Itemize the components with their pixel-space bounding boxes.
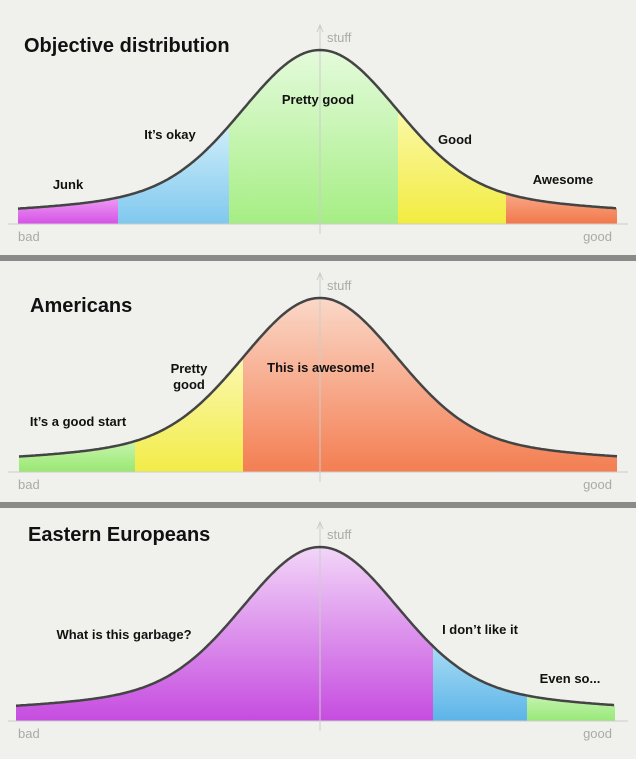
panel: stuff bad good Americans It’s a good start Pr…	[8, 271, 628, 492]
separator	[0, 502, 636, 508]
region-label: It’s okay	[144, 127, 196, 142]
curve-region	[118, 125, 229, 224]
axis-label-up: stuff	[327, 30, 352, 45]
curve-region	[16, 547, 433, 721]
region-label: I don’t like it	[442, 622, 519, 637]
curve-region	[135, 357, 243, 472]
panel-title: Eastern Europeans	[28, 524, 210, 546]
region-label: Pretty	[171, 361, 209, 376]
panel-title: Americans	[30, 295, 132, 317]
panel: stuff bad good Objective distribution Junk It…	[8, 23, 628, 244]
region-label: Junk	[53, 177, 84, 192]
axis-label-high: good	[583, 229, 612, 244]
bell-curve	[15, 545, 615, 707]
axis-arrow	[316, 23, 324, 33]
region-label: Awesome	[533, 172, 593, 187]
bell-curve	[18, 296, 618, 458]
bell-curve	[17, 48, 617, 210]
curve-region	[229, 50, 398, 224]
region-label: good	[173, 377, 205, 392]
panel: stuff bad good Eastern Europeans What is thi…	[8, 520, 628, 741]
axis-arrow	[316, 271, 324, 281]
curve-region	[243, 298, 617, 472]
separator	[0, 255, 636, 261]
axis-label-high: good	[583, 726, 612, 741]
axis-label-up: stuff	[327, 527, 352, 542]
axis-label-low: bad	[18, 726, 40, 741]
panel-title: Objective distribution	[24, 35, 230, 57]
region-label: Pretty good	[282, 92, 354, 107]
curve-region	[527, 695, 615, 721]
curve-region	[433, 646, 527, 721]
axis-label-low: bad	[18, 229, 40, 244]
region-label: What is this garbage?	[56, 627, 191, 642]
region-label: This is awesome!	[267, 360, 375, 375]
axis-label-low: bad	[18, 477, 40, 492]
region-label: It’s a good start	[30, 414, 127, 429]
curve-region	[506, 193, 617, 224]
axis-label-high: good	[583, 477, 612, 492]
axis-label-up: stuff	[327, 278, 352, 293]
axis-arrow	[316, 520, 324, 530]
region-label: Good	[438, 132, 472, 147]
region-label: Even so...	[540, 671, 601, 686]
curve-region	[18, 197, 118, 224]
